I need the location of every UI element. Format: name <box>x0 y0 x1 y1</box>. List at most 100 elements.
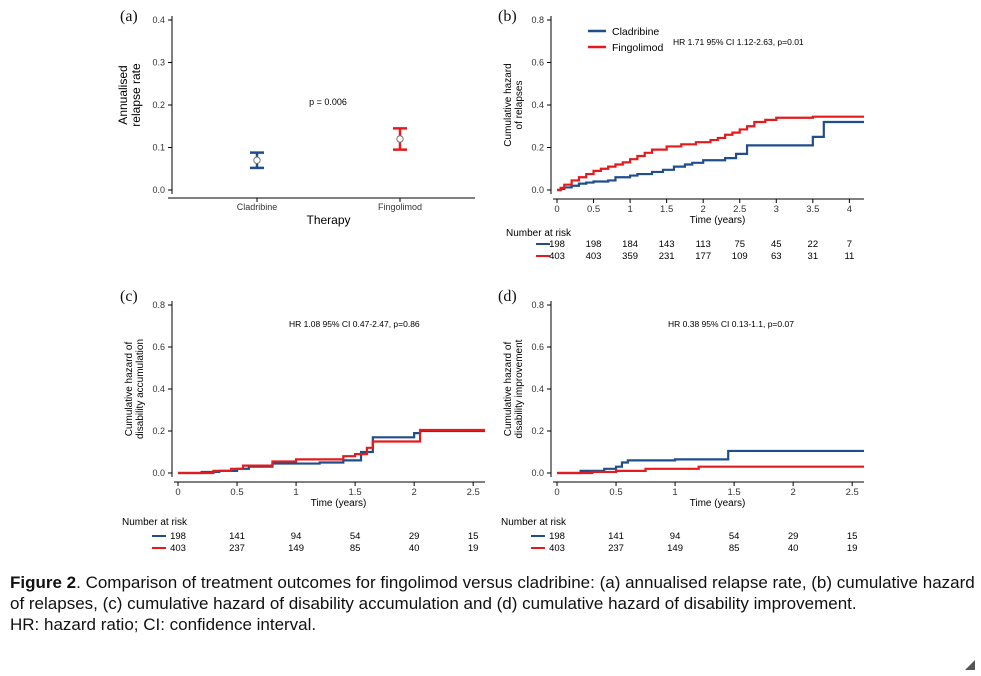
x-tick-label: Cladribine <box>237 202 278 212</box>
hr-annotation: HR 1.08 95% CI 0.47-2.47, p=0.86 <box>289 319 420 329</box>
x-axis-label: Time (years) <box>690 498 746 509</box>
panel-c-letter: (c) <box>120 288 138 305</box>
x-tick-label: 1.5 <box>660 204 673 215</box>
hr-annotation: HR 0.38 95% CI 0.13-1.1, p=0.07 <box>668 319 794 329</box>
x-tick-label: 3.5 <box>806 204 819 215</box>
caption-text: . Comparison of treatment outcomes for f… <box>10 573 975 613</box>
hr-annotation: HR 1.71 95% CI 1.12-2.63, p=0.01 <box>673 37 804 47</box>
y-axis-label: Cumulative hazard ofdisability accumulat… <box>124 339 146 439</box>
x-tick-label: 0 <box>175 487 180 498</box>
panel-a-letter: (a) <box>120 8 138 25</box>
figure-label: Figure 2 <box>10 573 77 592</box>
resize-corner-icon <box>965 660 975 670</box>
x-tick-label: 2.5 <box>733 204 746 215</box>
risk-count: 143 <box>659 239 675 250</box>
y-tick-label: 0.8 <box>531 15 544 25</box>
risk-count: 54 <box>350 531 361 542</box>
risk-count: 184 <box>622 239 638 250</box>
y-tick-label: 0.8 <box>152 300 165 310</box>
y-tick-label: 0.1 <box>152 143 165 153</box>
risk-count: 19 <box>468 543 479 554</box>
risk-count: 113 <box>696 239 711 250</box>
chart-b-hazard-relapses: 0.0 0.2 0.4 0.6 0.8 0 0.5 1 1.5 2 2.5 3 3.5 4 Time (ye… <box>503 15 864 262</box>
y-tick-label: 0.4 <box>531 100 544 110</box>
panel-b-letter: (b) <box>498 8 517 25</box>
series-line-cladribine <box>178 429 485 475</box>
risk-count: 198 <box>549 531 565 542</box>
risk-count: 29 <box>409 531 420 542</box>
y-tick-label: 0.8 <box>531 300 544 310</box>
x-tick-label: Fingolimod <box>378 202 422 212</box>
risk-count: 19 <box>847 543 858 554</box>
y-tick-label: 0.2 <box>531 426 544 436</box>
y-tick-label: 0.4 <box>531 384 544 394</box>
risk-count: 198 <box>549 239 565 250</box>
x-tick-label: 2 <box>412 487 417 498</box>
y-tick-label: 0.0 <box>531 185 544 195</box>
risk-count: 141 <box>229 531 245 542</box>
x-tick-label: 3 <box>774 204 779 215</box>
chart-d-hazard-disability-improvement: 0.0 0.2 0.4 0.6 0.8 0 0.5 1 1.5 2 2.5 Time (years) C… <box>501 300 864 554</box>
panel-d-letter: (d) <box>498 288 517 305</box>
chart-a-relapse-rate: 0.0 0.1 0.2 0.3 0.4 Cladribine Fingolimod Thera… <box>116 15 475 227</box>
caption-abbreviations: HR: hazard ratio; CI: confidence interva… <box>10 615 317 634</box>
risk-count: 45 <box>771 239 782 250</box>
x-tick-label: 1 <box>293 487 298 498</box>
figure-caption: Figure 2. Comparison of treatment outcom… <box>10 572 975 635</box>
y-tick-label: 0.6 <box>152 342 165 352</box>
risk-count: 54 <box>729 531 740 542</box>
x-tick-label: 0.5 <box>230 487 243 498</box>
risk-count: 40 <box>788 543 799 554</box>
point-estimate <box>253 156 261 164</box>
series-line-cladribine <box>557 449 864 475</box>
risk-table-label: Number at risk <box>501 517 567 528</box>
risk-table-label: Number at risk <box>506 228 572 239</box>
y-tick-label: 0.4 <box>152 15 165 25</box>
legend-label: Fingolimod <box>612 42 664 54</box>
risk-count: 237 <box>229 543 245 554</box>
x-tick-label: 1 <box>627 204 632 215</box>
x-tick-label: 0 <box>554 204 559 215</box>
x-tick-label: 1 <box>672 487 677 498</box>
risk-count: 29 <box>788 531 799 542</box>
risk-count: 198 <box>586 239 602 250</box>
risk-count: 403 <box>549 543 565 554</box>
risk-count: 403 <box>170 543 186 554</box>
x-tick-label: 0.5 <box>587 204 600 215</box>
x-axis-label: Time (years) <box>311 498 367 509</box>
y-tick-label: 0.6 <box>531 342 544 352</box>
series-line-cladribine <box>557 120 864 192</box>
y-tick-label: 0.2 <box>152 426 165 436</box>
chart-c-hazard-disability-accumulation: 0.0 0.2 0.4 0.6 0.8 0 0.5 1 1.5 2 2.5 Time (years) C… <box>122 300 485 554</box>
risk-count: 149 <box>667 543 683 554</box>
x-tick-label: 2 <box>791 487 796 498</box>
y-tick-label: 0.2 <box>152 100 165 110</box>
risk-count: 75 <box>734 239 745 250</box>
y-axis-label: Annualisedrelapse rate <box>116 63 143 127</box>
risk-count: 40 <box>409 543 420 554</box>
y-tick-label: 0.2 <box>531 143 544 153</box>
risk-count: 85 <box>350 543 361 554</box>
y-tick-label: 0.0 <box>152 185 165 195</box>
point-estimate <box>396 135 404 143</box>
x-tick-label: 2.5 <box>846 487 859 498</box>
series-line-fingolimod <box>557 115 864 192</box>
series-line-fingolimod <box>178 428 485 475</box>
x-tick-label: 0.5 <box>609 487 622 498</box>
risk-count: 141 <box>608 531 624 542</box>
risk-count: 231 <box>659 251 675 262</box>
x-axis-label: Time (years) <box>690 215 746 226</box>
risk-count: 63 <box>771 251 782 262</box>
x-tick-label: 2.5 <box>467 487 480 498</box>
risk-count: 177 <box>695 251 711 262</box>
risk-count: 11 <box>844 251 854 262</box>
risk-count: 149 <box>288 543 304 554</box>
risk-count: 85 <box>729 543 740 554</box>
risk-count: 15 <box>847 531 858 542</box>
y-tick-label: 0.6 <box>531 58 544 68</box>
x-tick-label: 1.5 <box>349 487 362 498</box>
risk-count: 237 <box>608 543 624 554</box>
x-tick-label: 0 <box>554 487 559 498</box>
y-tick-label: 0.4 <box>152 384 165 394</box>
x-tick-label: 2 <box>701 204 706 215</box>
